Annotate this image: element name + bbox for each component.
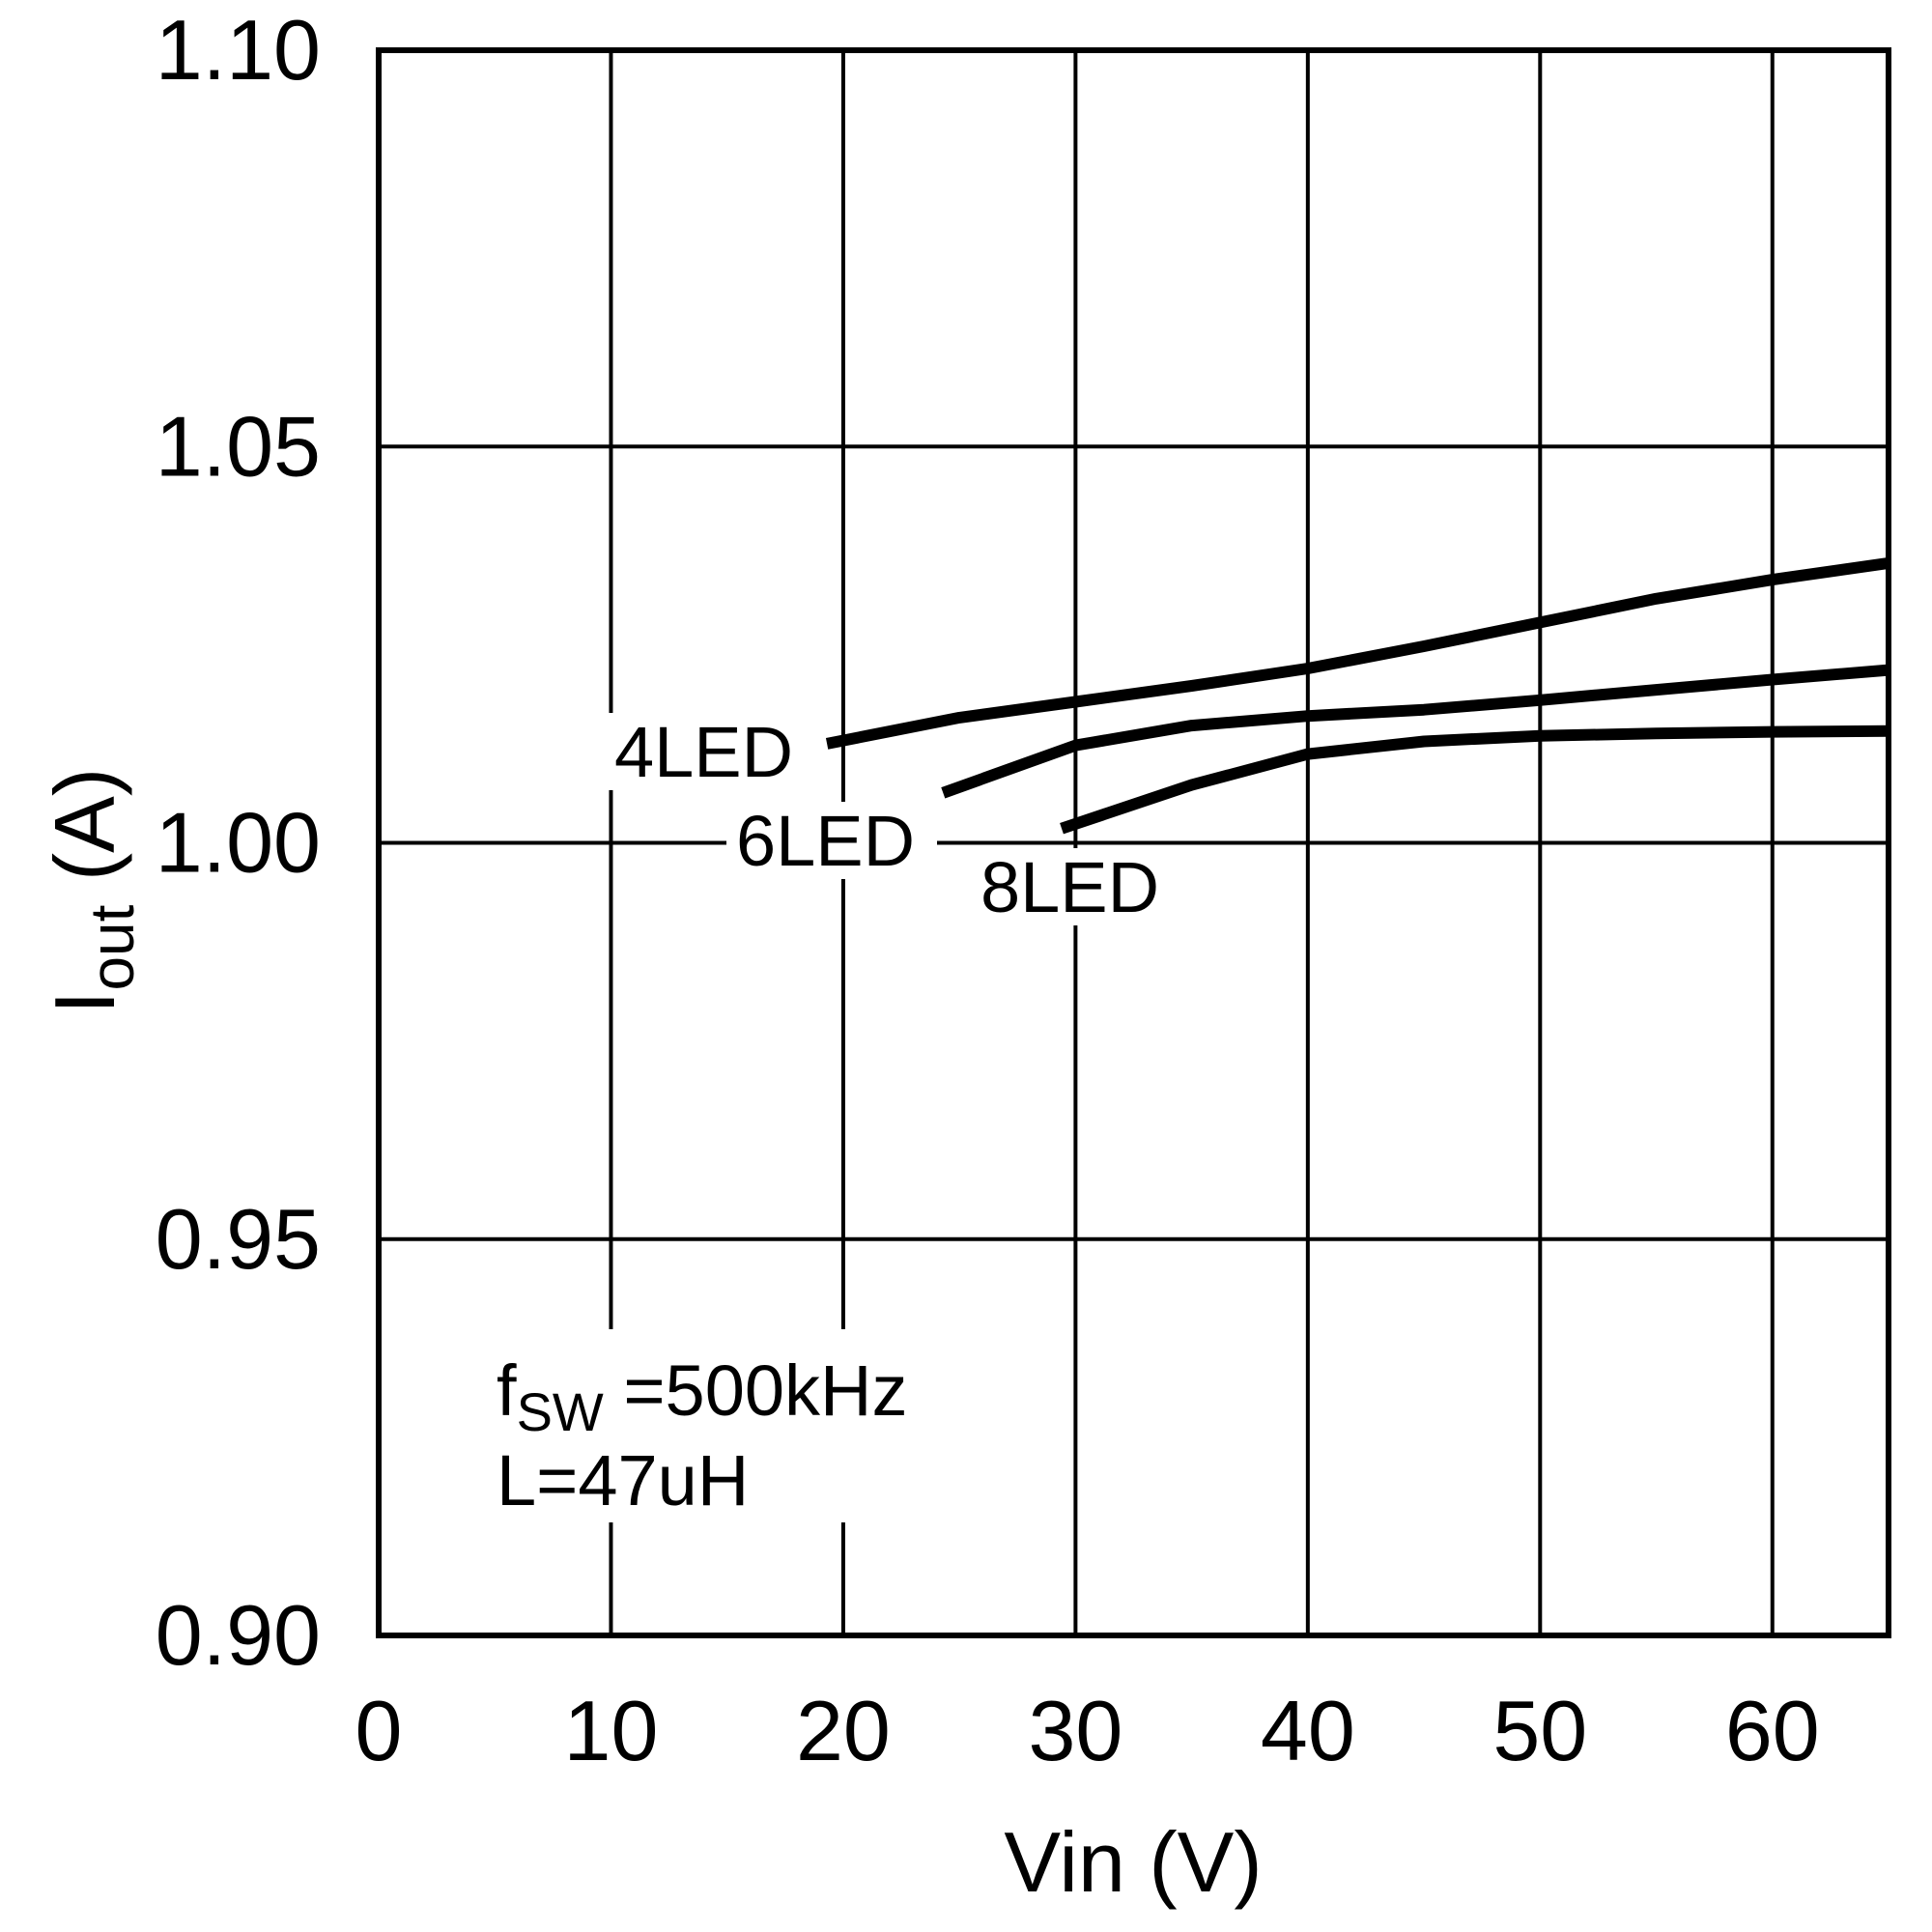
annotation-f: f (497, 1350, 517, 1431)
x-axis-title: Vin (V) (1004, 1814, 1262, 1910)
x-tick-label: 20 (796, 1683, 891, 1778)
plot-frame (376, 47, 1891, 1638)
y-tick-label: 1.00 (156, 795, 321, 891)
grid-lines (379, 50, 1889, 1635)
y-tick-label: 0.95 (156, 1191, 321, 1287)
series-label-4led: 4LED (614, 712, 793, 792)
x-tick-label: 50 (1492, 1683, 1587, 1778)
series-label-6led: 6LED (736, 801, 915, 881)
y-tick-label: 1.05 (156, 398, 321, 494)
x-tick-label: 40 (1261, 1683, 1355, 1778)
x-tick-label: 30 (1028, 1683, 1122, 1778)
label-bg-8led (976, 848, 1179, 925)
y-axis-title-unit: (A) (37, 768, 132, 905)
series-line-6led (941, 664, 1889, 799)
y-axis-title: Iout (A) (37, 768, 147, 1014)
annotation-bg (491, 1329, 974, 1522)
annotation-inductance: L=47uH (497, 1440, 749, 1520)
x-tick-labels: 0 10 20 30 40 50 60 (355, 1683, 1820, 1778)
x-tick-label: 10 (564, 1683, 659, 1778)
x-tick-label: 0 (355, 1683, 403, 1778)
y-tick-labels: 0.90 0.95 1.00 1.05 1.10 (156, 2, 321, 1683)
y-axis-title-subscript: out (77, 904, 147, 990)
label-bg-4led (609, 713, 811, 790)
y-axis-title-main: I (37, 991, 132, 1014)
series-lines (825, 556, 1889, 835)
annotation-f-value: =500kHz (604, 1350, 908, 1431)
label-bg-6led (726, 802, 937, 879)
y-tick-label: 0.90 (156, 1587, 321, 1683)
series-label-8led: 8LED (980, 847, 1159, 927)
y-tick-label: 1.10 (156, 2, 321, 98)
x-tick-label: 60 (1725, 1683, 1820, 1778)
annotation-f-subscript: SW (517, 1381, 604, 1442)
series-line-8led (1060, 724, 1889, 835)
series-line-4led (825, 556, 1889, 750)
annotation-frequency: fSW =500kHz (497, 1350, 907, 1442)
